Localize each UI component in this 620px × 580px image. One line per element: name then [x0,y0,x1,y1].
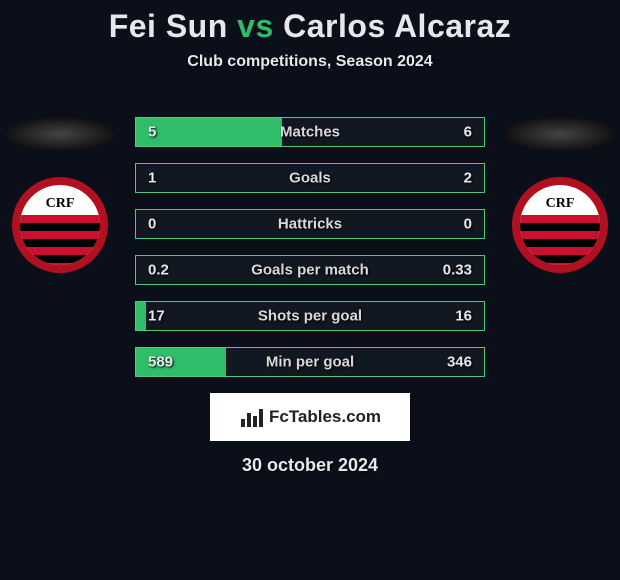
club-badge-left: CRF [10,175,110,275]
comparison-area: CRF 5 Matches 6 1 Goals 2 0 Hattricks 0 0.2 Goals … [0,111,620,381]
date-label: 30 october 2024 [0,455,620,476]
svg-text:CRF: CRF [46,196,75,211]
side-right: CRF [500,111,620,275]
bar-row: 0 Hattricks 0 [135,209,485,239]
bar-value-left: 17 [148,308,165,325]
bar-row: 17 Shots per goal 16 [135,301,485,331]
bar-value-right: 346 [447,354,472,371]
bar-fill-left [136,118,282,146]
bar-label: Shots per goal [258,308,362,325]
bar-label: Matches [280,124,340,141]
bar-label: Min per goal [266,354,354,371]
bar-value-right: 0.33 [443,262,472,279]
bar-row: 1 Goals 2 [135,163,485,193]
bar-row: 5 Matches 6 [135,117,485,147]
vs-label: vs [237,8,274,44]
brand-text: FcTables.com [269,407,381,427]
bar-value-right: 6 [464,124,472,141]
bar-value-left: 1 [148,170,156,187]
bar-label: Goals [289,170,331,187]
bar-label: Goals per match [251,262,369,279]
bar-label: Hattricks [278,216,342,233]
bar-value-left: 589 [148,354,173,371]
bar-value-right: 2 [464,170,472,187]
bar-row: 589 Min per goal 346 [135,347,485,377]
comparison-bars: 5 Matches 6 1 Goals 2 0 Hattricks 0 0.2 Goals per … [135,117,485,393]
bar-value-left: 0.2 [148,262,169,279]
subtitle: Club competitions, Season 2024 [0,53,620,71]
bar-chart-icon [239,405,263,429]
bar-row: 0.2 Goals per match 0.33 [135,255,485,285]
player-right-silhouette [505,117,615,151]
player-left-silhouette [5,117,115,151]
bar-value-left: 0 [148,216,156,233]
bar-value-right: 0 [464,216,472,233]
club-badge-right: CRF [510,175,610,275]
player-left-name: Fei Sun [109,8,228,44]
player-right-name: Carlos Alcaraz [283,8,511,44]
bar-fill-left [136,302,146,330]
bar-value-right: 16 [455,308,472,325]
brand-box: FcTables.com [210,393,410,441]
svg-text:CRF: CRF [546,196,575,211]
bar-value-left: 5 [148,124,156,141]
side-left: CRF [0,111,120,275]
